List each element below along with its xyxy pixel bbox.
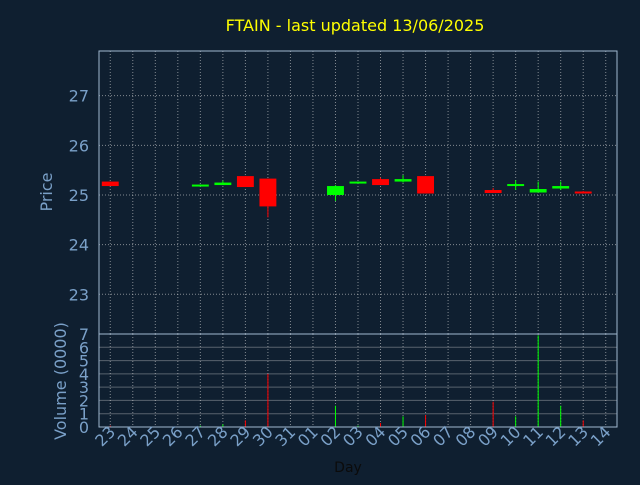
candle-body — [349, 181, 367, 184]
price-candles — [101, 175, 592, 218]
candle-body — [372, 179, 389, 186]
candle-body — [101, 181, 119, 187]
plot-frames — [98, 50, 618, 428]
x-axis-label: Day — [334, 460, 362, 476]
volume-axis-label: Volume (0000) — [51, 322, 70, 440]
candle-body — [327, 186, 344, 195]
volume-tick-label: 5 — [79, 352, 89, 371]
volume-tick-label: 4 — [79, 365, 89, 384]
candle-body — [552, 186, 570, 189]
chart-title: FTAIN - last updated 13/06/2025 — [226, 16, 485, 35]
x-tick-labels: 2324252627282930310102030405060708091011… — [91, 422, 614, 450]
candle-body — [574, 191, 592, 194]
volume-tick-label: 6 — [79, 338, 89, 357]
candle-body — [417, 176, 435, 194]
candle-body — [259, 178, 277, 207]
volume-tick-label: 3 — [79, 378, 89, 397]
price-tick-label: 24 — [69, 236, 89, 255]
candle-body — [214, 182, 232, 186]
candle-body — [236, 176, 254, 188]
price-tick-label: 27 — [69, 87, 89, 106]
candle-body — [529, 189, 547, 193]
candle-body — [394, 179, 412, 182]
volume-tick-label: 2 — [79, 391, 89, 410]
price-tick-label: 23 — [69, 285, 89, 304]
price-tick-label: 25 — [69, 186, 89, 205]
candle-body — [484, 190, 502, 193]
price-tick-labels: 23 24 25 26 27 — [69, 87, 89, 305]
candle-body — [191, 184, 209, 187]
candle-body — [507, 184, 525, 187]
volume-tick-label: 1 — [79, 405, 89, 424]
volume-plot-frame — [98, 333, 618, 428]
volume-tick-label: 0 — [79, 418, 89, 437]
volume-grid — [99, 334, 617, 427]
price-grid — [99, 51, 617, 334]
price-tick-label: 26 — [69, 136, 89, 155]
volume-tick-label: 7 — [79, 325, 89, 344]
price-axis-label: Price — [37, 172, 56, 211]
